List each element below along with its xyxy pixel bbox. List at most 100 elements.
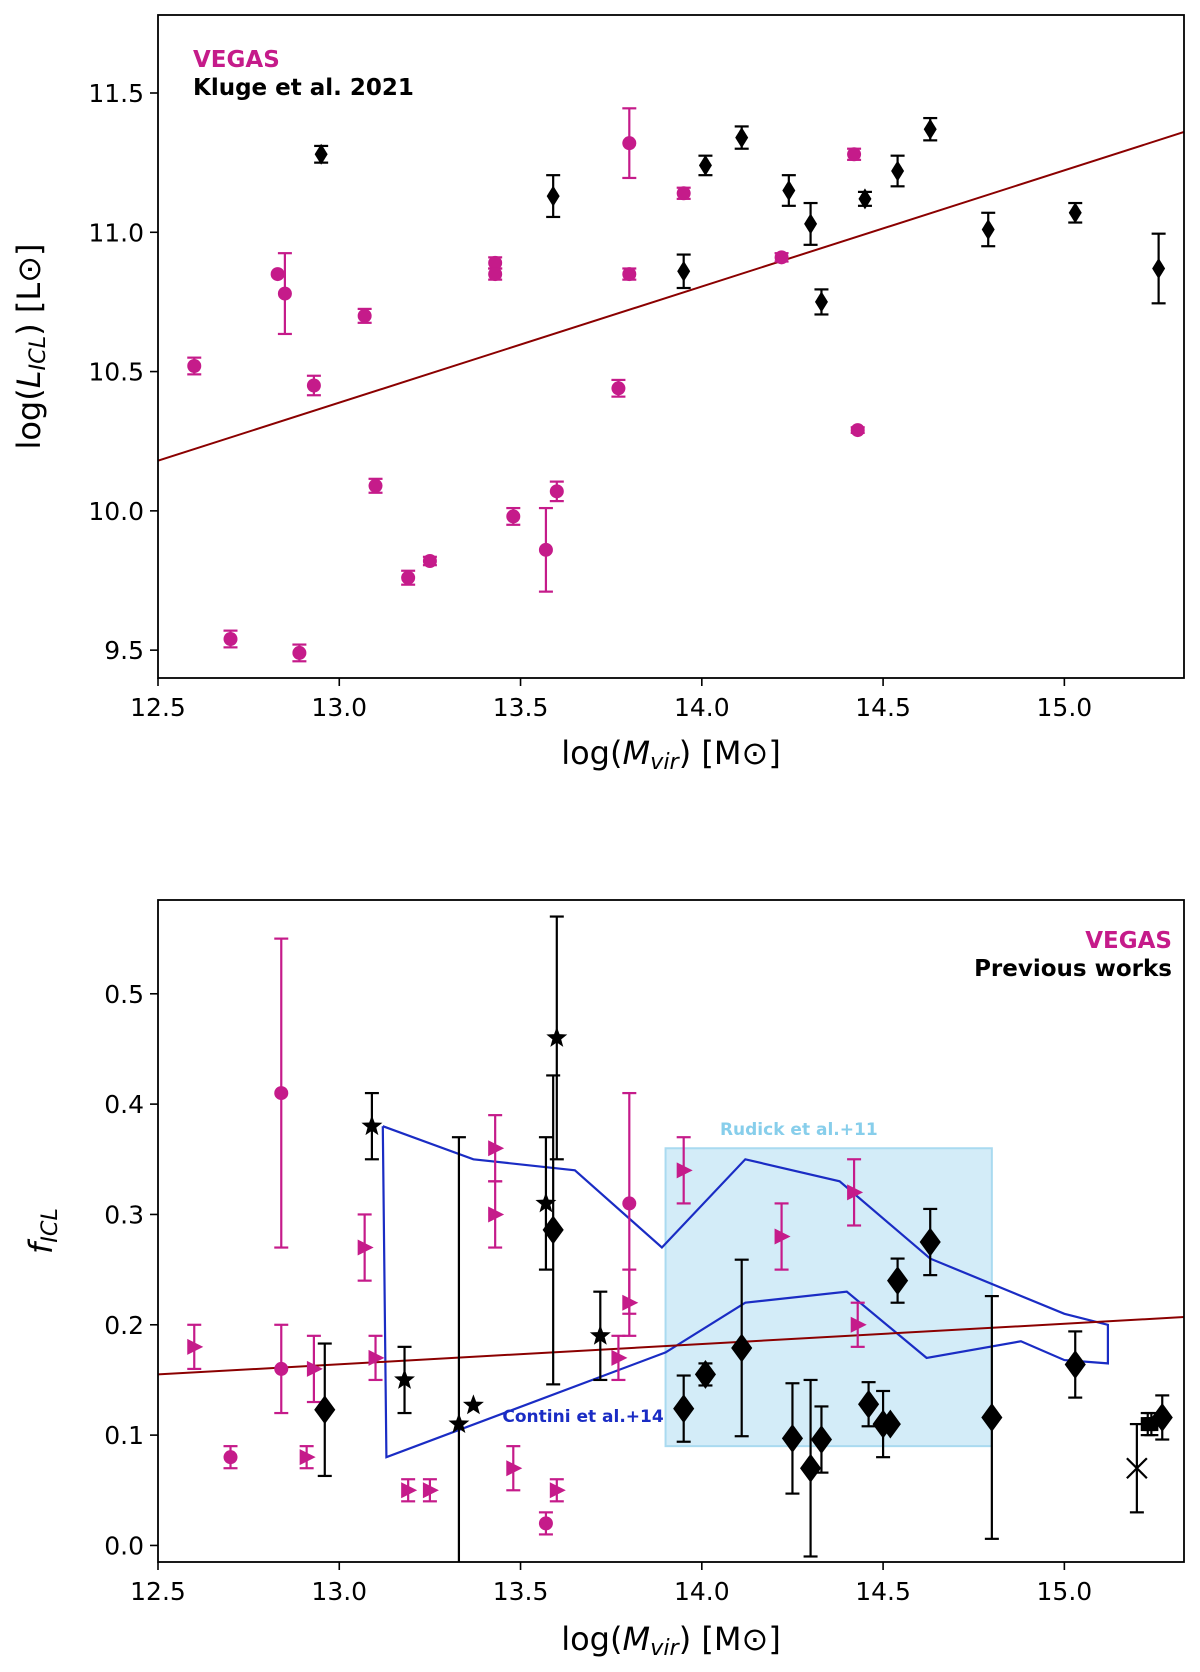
- series-diamond-3: [314, 1074, 1173, 1558]
- data-point: [549, 1482, 566, 1499]
- data-point: [1064, 1350, 1086, 1379]
- data-point: [546, 1026, 568, 1047]
- data-point: [858, 188, 872, 210]
- data-point: [394, 1368, 415, 1389]
- data-point: [535, 1192, 557, 1213]
- data-point: [274, 1361, 289, 1376]
- y-tick-label: 11.5: [88, 79, 144, 108]
- data-point: [506, 509, 521, 524]
- x-axis-label: log(Mvir) [M⊙]: [561, 1620, 781, 1661]
- annotation: Rudick et al.+11: [720, 1120, 878, 1140]
- legend-entry: Kluge et al. 2021: [193, 75, 414, 101]
- data-point: [676, 186, 691, 201]
- data-point: [292, 645, 307, 660]
- axes-frame: [157, 899, 1185, 1563]
- y-tick-label: 11.0: [88, 218, 144, 247]
- x-tick-label: 12.5: [130, 1577, 186, 1606]
- x-tick-label: 13.0: [311, 693, 367, 722]
- data-point: [488, 1140, 505, 1157]
- data-point: [270, 267, 285, 282]
- legend-entry: Previous works: [974, 956, 1172, 982]
- data-point: [357, 1239, 374, 1256]
- plot-area: [158, 107, 1184, 663]
- data-point: [357, 308, 372, 323]
- data-point: [187, 1338, 204, 1355]
- data-point: [850, 1316, 867, 1333]
- data-point: [462, 1394, 484, 1415]
- annotation: Contini et al.+14: [502, 1407, 663, 1427]
- y-tick-label: 0.3: [104, 1200, 144, 1229]
- y-tick-label: 0.2: [104, 1311, 144, 1340]
- data-point: [774, 250, 789, 265]
- x-tick-label: 12.5: [130, 693, 186, 722]
- data-point: [422, 1482, 439, 1499]
- data-point: [923, 118, 937, 140]
- data-point: [361, 1115, 383, 1136]
- data-point: [488, 267, 503, 282]
- data-point: [611, 1349, 628, 1366]
- data-point: [879, 1409, 901, 1439]
- data-point: [677, 260, 691, 282]
- data-point: [847, 1184, 864, 1201]
- series-circle-0: [187, 107, 865, 663]
- data-point: [306, 378, 321, 393]
- data-point: [981, 219, 995, 240]
- y-tick-label: 10.5: [88, 358, 144, 387]
- axes-frame: [157, 14, 1185, 679]
- x-tick-label: 15.0: [1037, 693, 1093, 722]
- data-point: [611, 381, 626, 396]
- plot-area: [158, 915, 1184, 1562]
- data-point: [368, 478, 383, 493]
- data-point: [506, 1460, 523, 1477]
- data-point: [804, 213, 818, 235]
- y-axis-label: fICL: [22, 1208, 63, 1254]
- data-point: [538, 542, 553, 557]
- data-point: [274, 1086, 289, 1101]
- series-diamond-1: [314, 116, 1166, 316]
- data-point: [850, 423, 865, 438]
- x-tick-label: 14.0: [674, 693, 730, 722]
- data-point: [401, 1482, 418, 1499]
- x-tick-label: 13.5: [493, 1577, 549, 1606]
- data-point: [589, 1324, 611, 1345]
- x-tick-label: 15.0: [1037, 1577, 1093, 1606]
- y-tick-label: 0.5: [104, 980, 144, 1009]
- data-point: [774, 1228, 791, 1245]
- fit-line: [158, 131, 1184, 462]
- data-point: [368, 1349, 385, 1366]
- data-point: [542, 1215, 564, 1245]
- chart-panel-1: 12.5 13.0 13.5 14.0 14.5 15.0 9.5 10.0 10.5 11.0 1…: [10, 14, 1185, 775]
- data-point: [622, 1196, 637, 1211]
- data-point: [814, 291, 828, 313]
- legend-entry: VEGAS: [1085, 928, 1172, 954]
- data-point: [314, 1395, 336, 1425]
- series-triangle-right-1: [187, 1114, 867, 1503]
- data-point: [782, 180, 796, 201]
- data-point: [422, 554, 437, 568]
- data-point: [1152, 258, 1166, 279]
- x-tick-label: 14.0: [674, 1577, 730, 1606]
- data-point: [694, 1359, 717, 1389]
- data-point: [676, 1162, 693, 1179]
- series-x-5: [1126, 1422, 1148, 1514]
- data-point: [1068, 202, 1082, 224]
- data-point: [538, 1516, 553, 1531]
- y-tick-label: 0.1: [104, 1421, 144, 1450]
- series-circle-0: [223, 937, 637, 1536]
- y-tick-label: 0.4: [104, 1090, 144, 1119]
- y-axis-label: log(LICL) [L⊙]: [10, 243, 51, 449]
- data-point: [735, 127, 749, 149]
- data-point: [277, 286, 292, 301]
- legend-entry: VEGAS: [193, 47, 280, 73]
- x-tick-label: 14.5: [855, 693, 911, 722]
- contini-region: [381, 1125, 1109, 1459]
- data-point: [981, 1403, 1003, 1432]
- data-point: [299, 1449, 316, 1466]
- data-point: [488, 255, 503, 270]
- data-point: [306, 1360, 323, 1377]
- data-point: [314, 143, 328, 165]
- x-axis-label: log(Mvir) [M⊙]: [561, 734, 781, 775]
